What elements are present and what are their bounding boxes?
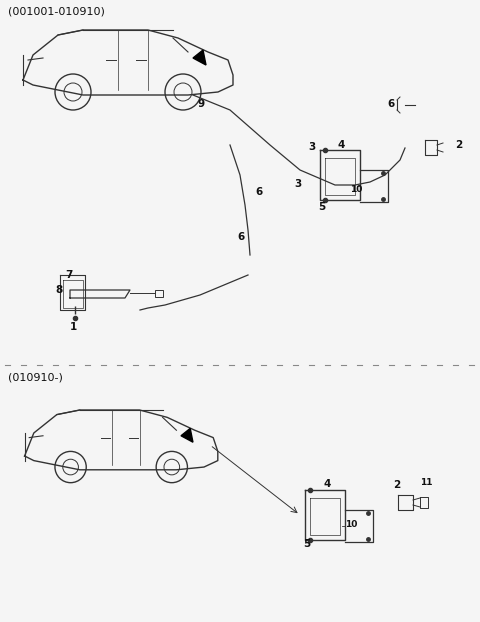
Text: 10: 10	[350, 185, 362, 194]
Text: 4: 4	[323, 479, 330, 489]
Bar	[155, 290, 163, 297]
Text: 3: 3	[308, 142, 315, 152]
Text: 9: 9	[198, 99, 205, 109]
Text: (001001-010910): (001001-010910)	[8, 6, 105, 16]
Text: 5: 5	[303, 539, 310, 549]
Text: 8: 8	[55, 285, 62, 295]
Text: (010910-): (010910-)	[8, 372, 63, 382]
Text: 4: 4	[337, 140, 344, 150]
Text: 1: 1	[70, 322, 77, 332]
Text: 6: 6	[237, 232, 244, 242]
Text: 10: 10	[345, 520, 358, 529]
Text: 6: 6	[387, 99, 394, 109]
Text: 11: 11	[420, 478, 432, 487]
Text: 5: 5	[318, 202, 325, 212]
Polygon shape	[181, 429, 193, 442]
Polygon shape	[193, 50, 206, 65]
Text: 2: 2	[455, 140, 462, 150]
Text: 3: 3	[294, 179, 301, 189]
Text: 2: 2	[393, 480, 400, 490]
Text: 6: 6	[255, 187, 262, 197]
Text: 7: 7	[65, 270, 72, 280]
